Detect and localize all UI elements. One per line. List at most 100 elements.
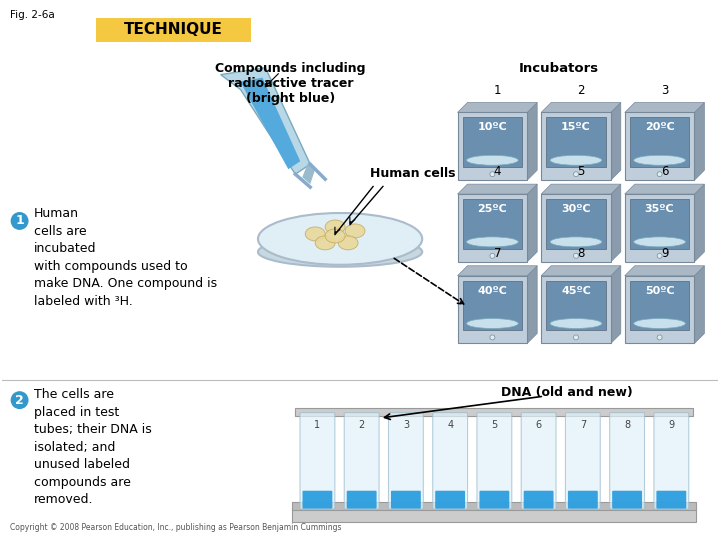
Circle shape — [657, 253, 662, 258]
FancyBboxPatch shape — [521, 413, 556, 509]
Text: 45ºC: 45ºC — [561, 286, 591, 295]
FancyBboxPatch shape — [302, 491, 333, 509]
Text: 2: 2 — [15, 394, 24, 407]
Text: 25ºC: 25ºC — [477, 204, 508, 214]
Text: 2: 2 — [359, 420, 365, 430]
Polygon shape — [611, 184, 621, 262]
FancyBboxPatch shape — [546, 118, 606, 167]
Polygon shape — [457, 266, 537, 276]
Polygon shape — [695, 266, 704, 343]
Text: 5: 5 — [577, 165, 585, 178]
FancyBboxPatch shape — [657, 491, 686, 509]
Text: Compounds including
radioactive tracer
(bright blue): Compounds including radioactive tracer (… — [215, 62, 366, 105]
FancyBboxPatch shape — [546, 199, 606, 249]
Polygon shape — [611, 266, 621, 343]
Polygon shape — [611, 103, 621, 180]
FancyBboxPatch shape — [630, 281, 690, 330]
FancyBboxPatch shape — [610, 413, 644, 509]
Circle shape — [490, 253, 495, 258]
Text: 4: 4 — [447, 420, 453, 430]
FancyBboxPatch shape — [541, 276, 611, 343]
FancyBboxPatch shape — [457, 112, 527, 180]
Circle shape — [574, 335, 578, 340]
Text: 9: 9 — [661, 247, 668, 260]
Text: 6: 6 — [536, 420, 541, 430]
FancyBboxPatch shape — [625, 112, 695, 180]
Text: 1: 1 — [494, 84, 501, 97]
Text: TECHNIQUE: TECHNIQUE — [123, 22, 222, 37]
Circle shape — [11, 212, 29, 230]
FancyBboxPatch shape — [477, 413, 512, 509]
FancyBboxPatch shape — [300, 413, 335, 509]
FancyBboxPatch shape — [523, 491, 554, 509]
Ellipse shape — [338, 236, 358, 250]
FancyBboxPatch shape — [480, 491, 509, 509]
Ellipse shape — [305, 227, 325, 241]
FancyBboxPatch shape — [292, 508, 696, 522]
Text: 7: 7 — [580, 420, 586, 430]
FancyBboxPatch shape — [344, 413, 379, 509]
Text: 8: 8 — [577, 247, 585, 260]
Circle shape — [657, 335, 662, 340]
Ellipse shape — [634, 319, 685, 328]
Text: DNA (old and new): DNA (old and new) — [501, 386, 633, 399]
FancyBboxPatch shape — [612, 491, 642, 509]
FancyBboxPatch shape — [433, 413, 467, 509]
Polygon shape — [457, 103, 537, 112]
Ellipse shape — [467, 237, 518, 247]
Ellipse shape — [258, 213, 422, 265]
FancyBboxPatch shape — [541, 112, 611, 180]
Text: Human cells: Human cells — [370, 167, 456, 180]
Text: Incubators: Incubators — [519, 62, 599, 75]
Polygon shape — [541, 103, 621, 112]
FancyBboxPatch shape — [541, 194, 611, 262]
Text: 1: 1 — [315, 420, 320, 430]
Text: 1: 1 — [15, 214, 24, 227]
FancyBboxPatch shape — [96, 18, 251, 42]
Ellipse shape — [550, 319, 602, 328]
Text: 2: 2 — [577, 84, 585, 97]
FancyBboxPatch shape — [565, 413, 600, 509]
Ellipse shape — [467, 156, 518, 165]
FancyBboxPatch shape — [347, 491, 377, 509]
Text: Fig. 2-6a: Fig. 2-6a — [9, 10, 55, 20]
Circle shape — [11, 391, 29, 409]
FancyBboxPatch shape — [457, 276, 527, 343]
Ellipse shape — [345, 224, 365, 238]
FancyBboxPatch shape — [435, 491, 465, 509]
Polygon shape — [457, 184, 537, 194]
Polygon shape — [625, 266, 704, 276]
Polygon shape — [527, 184, 537, 262]
Text: 5: 5 — [491, 420, 498, 430]
Text: 35ºC: 35ºC — [645, 204, 675, 214]
Text: Human
cells are
incubated
with compounds used to
make DNA. One compound is
label: Human cells are incubated with compounds… — [34, 207, 217, 308]
Text: 3: 3 — [661, 84, 668, 97]
Text: 8: 8 — [624, 420, 630, 430]
Ellipse shape — [315, 236, 335, 250]
FancyBboxPatch shape — [391, 491, 420, 509]
FancyBboxPatch shape — [546, 281, 606, 330]
Polygon shape — [527, 103, 537, 180]
Text: Copyright © 2008 Pearson Education, Inc., publishing as Pearson Benjamin Cumming: Copyright © 2008 Pearson Education, Inc.… — [9, 523, 341, 531]
FancyBboxPatch shape — [457, 194, 527, 262]
Text: 40ºC: 40ºC — [477, 286, 508, 295]
Circle shape — [574, 172, 578, 177]
Circle shape — [490, 172, 495, 177]
FancyBboxPatch shape — [654, 413, 689, 509]
Ellipse shape — [258, 237, 422, 267]
FancyBboxPatch shape — [295, 408, 693, 416]
Polygon shape — [541, 184, 621, 194]
Text: 6: 6 — [661, 165, 668, 178]
Ellipse shape — [467, 319, 518, 328]
Ellipse shape — [325, 229, 345, 243]
Circle shape — [490, 335, 495, 340]
FancyBboxPatch shape — [462, 281, 522, 330]
Polygon shape — [527, 266, 537, 343]
Circle shape — [574, 253, 578, 258]
Polygon shape — [240, 78, 300, 169]
FancyBboxPatch shape — [625, 194, 695, 262]
Ellipse shape — [634, 237, 685, 247]
Text: 15ºC: 15ºC — [561, 123, 591, 132]
Text: 10ºC: 10ºC — [477, 123, 508, 132]
Polygon shape — [695, 103, 704, 180]
